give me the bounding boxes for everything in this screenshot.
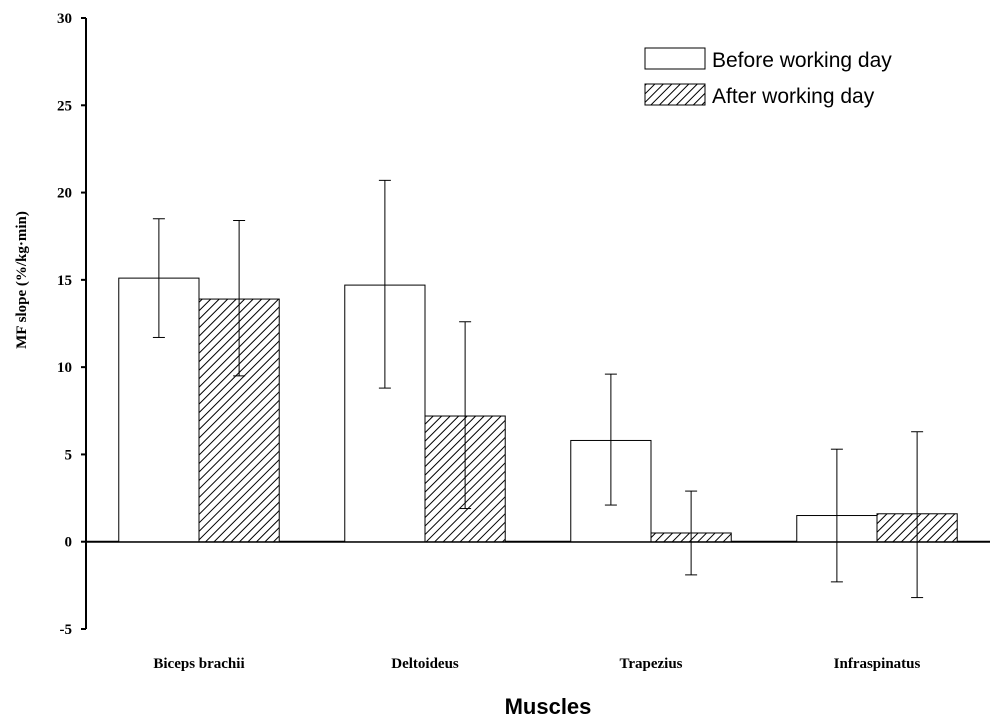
error-bars-group (152, 179, 924, 599)
category-label: Trapezius (619, 656, 682, 672)
legend: Before working day After working day (644, 47, 892, 108)
category-label: Infraspinatus (834, 656, 921, 672)
y-tick-label: 0 (65, 535, 73, 551)
legend-swatch-after (644, 83, 706, 106)
y-tick-label: 30 (57, 11, 72, 27)
category-labels: Biceps brachii Deltoideus Trapezius Infrasp… (153, 656, 920, 672)
category-label: Deltoideus (391, 656, 459, 672)
y-tick-label: 15 (57, 273, 72, 289)
y-tick-label: 5 (65, 447, 73, 463)
y-tick-label: 25 (57, 98, 72, 114)
legend-label-after: After working day (712, 85, 875, 108)
y-axis-title: MF slope (%/kg·min) (14, 211, 30, 349)
x-axis-title: Muscles (505, 694, 592, 719)
y-tick-label: 10 (57, 360, 72, 376)
category-label: Biceps brachii (153, 656, 244, 672)
legend-label-before: Before working day (712, 49, 892, 72)
legend-swatch-before (644, 47, 706, 70)
bars-group (118, 277, 958, 543)
y-tick-label: 20 (57, 186, 72, 202)
y-tick-label: -5 (60, 622, 73, 638)
bar (344, 284, 426, 543)
y-axis: -5 0 5 10 15 20 25 30 (57, 11, 87, 638)
